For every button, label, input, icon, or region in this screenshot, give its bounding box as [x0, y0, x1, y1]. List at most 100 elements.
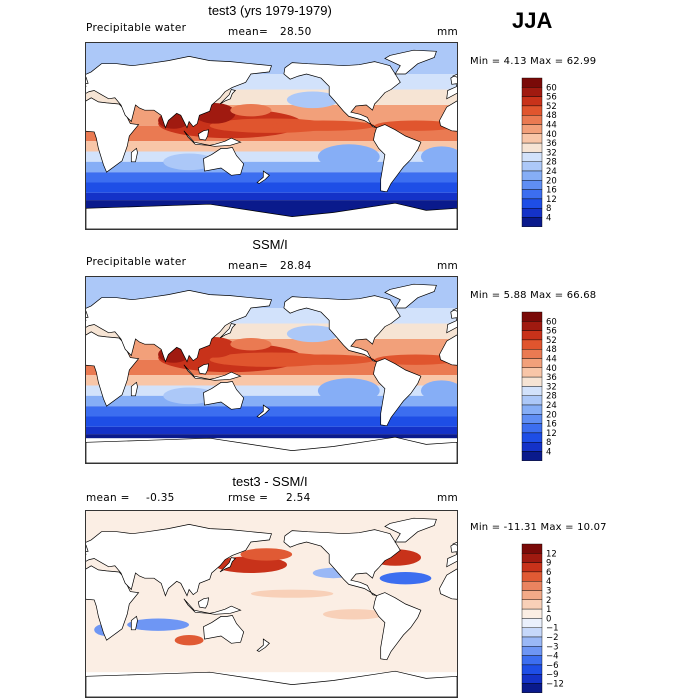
colorbar-tick-label: 8 — [546, 204, 551, 214]
units-label: mm — [437, 492, 459, 504]
colorbar-swatch — [521, 180, 543, 190]
uk-landmass — [86, 76, 89, 84]
colorbar-tick-label: 12 — [546, 429, 557, 439]
dry-south-atlantic — [420, 380, 457, 401]
precipitable-water-map — [86, 277, 457, 463]
colorbar-swatch — [521, 321, 543, 331]
africa-landmass — [86, 331, 140, 407]
colorbar-swatch — [521, 330, 543, 341]
range-label: Min = 4.13 Max = 62.99 — [470, 56, 597, 67]
field-band — [86, 151, 457, 162]
colorbar-swatch — [521, 423, 543, 434]
colorbar-swatch — [521, 655, 543, 666]
colorbar-swatch — [521, 627, 543, 638]
colorbar-swatch — [521, 646, 543, 656]
colorbar-tick-label: 60 — [546, 83, 557, 93]
dry-south-atlantic — [420, 146, 457, 167]
subtropical-pacific — [230, 104, 272, 117]
colorbar-tick-label: −4 — [546, 652, 559, 662]
colorbar-tick-label: 16 — [546, 420, 557, 430]
australia-landmass — [203, 381, 245, 410]
africa-landmass — [86, 565, 140, 641]
colorbar-tick-label: 24 — [546, 167, 557, 177]
africa-landmass — [439, 568, 457, 600]
namerica-landmass — [283, 61, 401, 129]
diff-positive — [323, 609, 385, 620]
colorbar-swatch — [521, 441, 543, 452]
variable-label: Precipitable water — [86, 22, 187, 34]
range-label: Min = 5.88 Max = 66.68 — [470, 290, 597, 301]
colorbar-tick-label: 56 — [546, 327, 557, 337]
dry-north-pacific — [286, 325, 339, 343]
madagascar-landmass — [130, 381, 138, 397]
field-band — [86, 406, 457, 417]
colorbar-tick-label: 12 — [546, 195, 557, 205]
colorbar-tick-label: 48 — [546, 345, 557, 355]
colorbar-tick-label: 40 — [546, 364, 557, 374]
japan-landmass — [219, 89, 237, 105]
colorbar: 60 56 52 48 44 40 36 32 28 24 20 16 12 8 4 — [520, 311, 580, 462]
colorbar-swatch — [521, 198, 543, 209]
diff-positive — [250, 589, 334, 598]
map-plot — [85, 42, 458, 230]
eurasia-landmass — [86, 56, 272, 129]
field-band — [86, 141, 457, 152]
rmse-value: 2.54 — [286, 492, 311, 504]
mean-value: -0.35 — [146, 492, 175, 504]
mean-label: mean= — [228, 260, 269, 272]
colorbar-swatch — [521, 142, 543, 153]
colorbar-swatch — [521, 376, 543, 387]
japan-landmass — [219, 323, 237, 339]
colorbar: 60 56 52 48 44 40 36 32 28 24 20 16 12 8 4 — [520, 77, 580, 228]
field-band — [86, 161, 457, 173]
colorbar-tick-label: 36 — [546, 373, 557, 383]
colorbar-tick-label: 44 — [546, 355, 557, 365]
eurasia-landmass — [446, 307, 457, 334]
colorbar-swatch — [521, 207, 543, 218]
colorbar-tick-label: 20 — [546, 176, 557, 186]
mean-value: 28.50 — [280, 26, 312, 38]
dry-east-pacific — [317, 378, 380, 404]
colorbar-swatch — [521, 664, 543, 675]
colorbar-tick-label: 6 — [546, 568, 551, 578]
colorbar-tick-label: 32 — [546, 148, 557, 158]
namerica-landmass — [283, 295, 401, 363]
colorbar-tick-label: 48 — [546, 111, 557, 121]
newzealand-landmass — [256, 638, 270, 652]
uk-landmass — [86, 310, 89, 318]
greenland-landmass — [384, 283, 437, 309]
colorbar-tick-label: 52 — [546, 336, 557, 346]
colorbar-swatch — [521, 77, 543, 88]
africa-landmass — [86, 97, 140, 173]
itcz — [374, 120, 457, 131]
antarctica-landmass — [86, 202, 457, 229]
colorbar-swatch — [521, 599, 543, 610]
map-plot — [85, 276, 458, 464]
indonesia-landmass — [183, 130, 242, 147]
colorbar-swatch — [521, 395, 543, 406]
australia-landmass — [203, 147, 245, 176]
field-band — [86, 172, 457, 183]
colorbar-tick-label: 4 — [546, 448, 551, 458]
subtropical-pacific — [230, 338, 272, 351]
diff-positive — [240, 548, 293, 561]
colorbar-tick-label: 56 — [546, 93, 557, 103]
australia-landmass — [203, 615, 245, 644]
borneo-landmass — [197, 363, 210, 375]
samerica-landmass — [373, 358, 422, 427]
colorbar-swatch — [521, 115, 543, 125]
colorbar-swatch — [521, 683, 543, 694]
eurasia-landmass — [86, 290, 272, 363]
colorbar-swatch — [521, 414, 543, 424]
borneo-landmass — [197, 597, 210, 609]
samerica-landmass — [373, 592, 422, 661]
mean-value: 28.84 — [280, 260, 312, 272]
colorbar-tick-label: 0 — [546, 614, 551, 624]
colorbar-tick-label: 28 — [546, 158, 557, 168]
colorbar-tick-label: 16 — [546, 186, 557, 196]
field-band — [86, 395, 457, 407]
field-band — [86, 192, 457, 200]
colorbar-swatch — [521, 386, 543, 396]
colorbar-tick-label: 40 — [546, 130, 557, 140]
colorbar: 12 9 6 4 3 2 1 0 −1 −2 −3 −4 −6 −9 −12 — [520, 543, 580, 694]
